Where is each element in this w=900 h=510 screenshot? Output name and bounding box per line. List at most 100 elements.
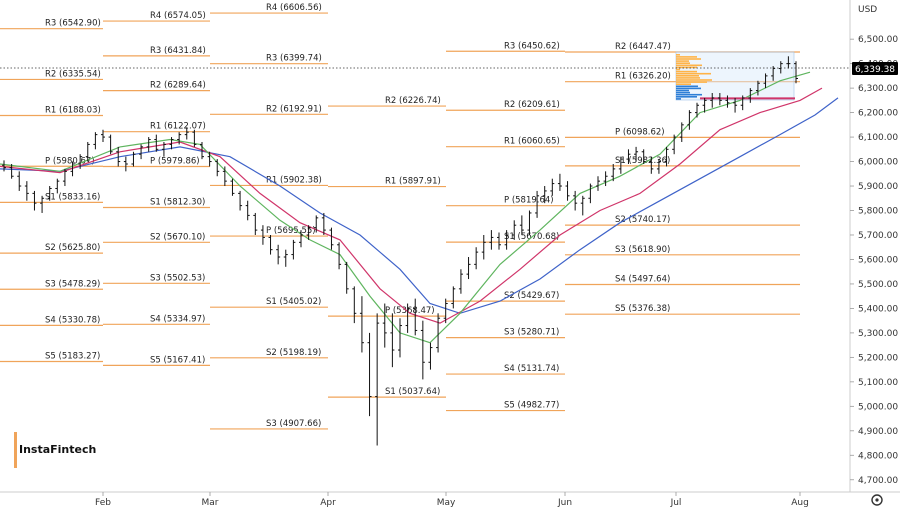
currency-label-group: USD: [858, 5, 877, 15]
candle: [116, 146, 121, 167]
settings-icon-dot[interactable]: [875, 498, 879, 502]
pivot-label: S5 (5167.41): [150, 355, 205, 365]
y-tick-label: 5,700.00: [858, 231, 898, 241]
volume-profile-bar: [676, 66, 697, 69]
pivot-label: R3 (6431.84): [150, 46, 206, 56]
x-tick-label: Aug: [791, 498, 809, 508]
x-tick-label: Jul: [670, 498, 682, 508]
candle: [375, 313, 380, 446]
candle: [687, 110, 692, 130]
x-tick-label: Mar: [202, 498, 219, 508]
candle: [62, 168, 67, 187]
pivot-label: S5 (5376.38): [615, 304, 670, 314]
candle: [755, 80, 760, 96]
candle: [169, 137, 174, 150]
y-tick-label: 6,300.00: [858, 84, 898, 94]
volume-profile-bar: [676, 62, 690, 64]
logo-bar: [14, 432, 17, 468]
settings-icon-ring[interactable]: [871, 494, 883, 506]
pivot-label: S2 (5198.19): [266, 348, 321, 358]
candle: [649, 156, 654, 174]
y-tick-label: 4,900.00: [858, 427, 898, 437]
settings-icon[interactable]: [871, 494, 883, 506]
candle: [390, 313, 395, 368]
candle: [542, 186, 547, 204]
pivot-label: S1 (5405.02): [266, 297, 321, 307]
candle: [161, 141, 166, 157]
candle: [656, 159, 661, 174]
y-tick-label: 5,300.00: [858, 329, 898, 339]
y-tick-label: 6,000.00: [858, 158, 898, 168]
y-tick-label: 6,500.00: [858, 35, 898, 45]
y-tick-label: 5,900.00: [858, 182, 898, 192]
candle: [9, 164, 14, 179]
candle: [70, 161, 75, 177]
pivot-label: R1 (6326.20): [615, 72, 671, 82]
candle: [93, 132, 98, 150]
price-badge-bg: [852, 62, 898, 75]
logo: InstaFintech: [14, 432, 96, 468]
y-tick-label: 5,100.00: [858, 378, 898, 388]
candle: [299, 230, 303, 248]
pivot-label: R1 (6188.03): [45, 106, 101, 116]
pivot-label: S5 (5183.27): [45, 351, 100, 361]
logo-text: InstaFintech: [19, 443, 96, 456]
pivot-label: S4 (5497.64): [615, 275, 670, 285]
candle: [519, 215, 524, 235]
pivot-label: S4 (5330.78): [45, 315, 100, 325]
candle: [550, 178, 555, 196]
candle: [664, 146, 669, 167]
candle: [695, 102, 699, 118]
y-tick-label: 6,100.00: [858, 133, 898, 143]
price-badge: 6,339.38: [852, 62, 898, 75]
candle: [413, 298, 418, 336]
volume-profile-bar: [676, 87, 701, 90]
pivot-label: R4 (6606.56): [266, 3, 322, 13]
current-price-value: 6,339.38: [855, 65, 895, 75]
pivot-label: R1 (5902.38): [266, 175, 322, 185]
ma-fast-line: [0, 71, 811, 344]
candle: [618, 156, 623, 174]
pivot-label: S2 (5429.67): [504, 291, 559, 301]
pivot-label: R3 (6399.74): [266, 54, 322, 64]
candle: [474, 247, 479, 270]
candle: [794, 61, 798, 84]
candle: [78, 154, 83, 169]
candle: [398, 318, 402, 358]
candle: [405, 303, 410, 333]
candle: [55, 178, 60, 194]
volume-profile-bar: [676, 58, 701, 60]
candle: [420, 320, 425, 380]
candle: [710, 93, 715, 108]
candle: [634, 146, 639, 162]
volume-profile-bar: [676, 56, 697, 58]
candle: [47, 186, 52, 201]
candle: [215, 159, 220, 177]
volume-profile-bar: [676, 64, 702, 67]
volume-profile: [675, 51, 795, 101]
candle: [32, 190, 37, 211]
pivot-label: R1 (6122.07): [150, 122, 206, 132]
y-tick-label: 4,700.00: [858, 476, 898, 486]
candle: [466, 257, 471, 280]
volume-profile-bar: [676, 89, 689, 92]
candle: [740, 95, 745, 111]
candle: [329, 227, 334, 250]
pivot-label: S3 (5502.53): [150, 273, 205, 283]
candle: [306, 225, 311, 240]
y-tick-label: 5,000.00: [858, 402, 898, 412]
pivot-label: R3 (6450.62): [504, 41, 560, 51]
candle: [192, 129, 197, 147]
candle: [626, 149, 631, 164]
volume-profile-bar: [676, 98, 681, 100]
pivot-label: P (5979.86): [150, 156, 200, 166]
candle: [154, 134, 159, 152]
candle: [725, 95, 730, 108]
candle: [222, 166, 227, 187]
pivot-label: R2 (6226.74): [385, 96, 441, 106]
volume-profile-bar: [676, 75, 699, 77]
candle: [260, 225, 265, 245]
pivot-label: R4 (6574.05): [150, 11, 206, 21]
candle: [717, 93, 722, 106]
